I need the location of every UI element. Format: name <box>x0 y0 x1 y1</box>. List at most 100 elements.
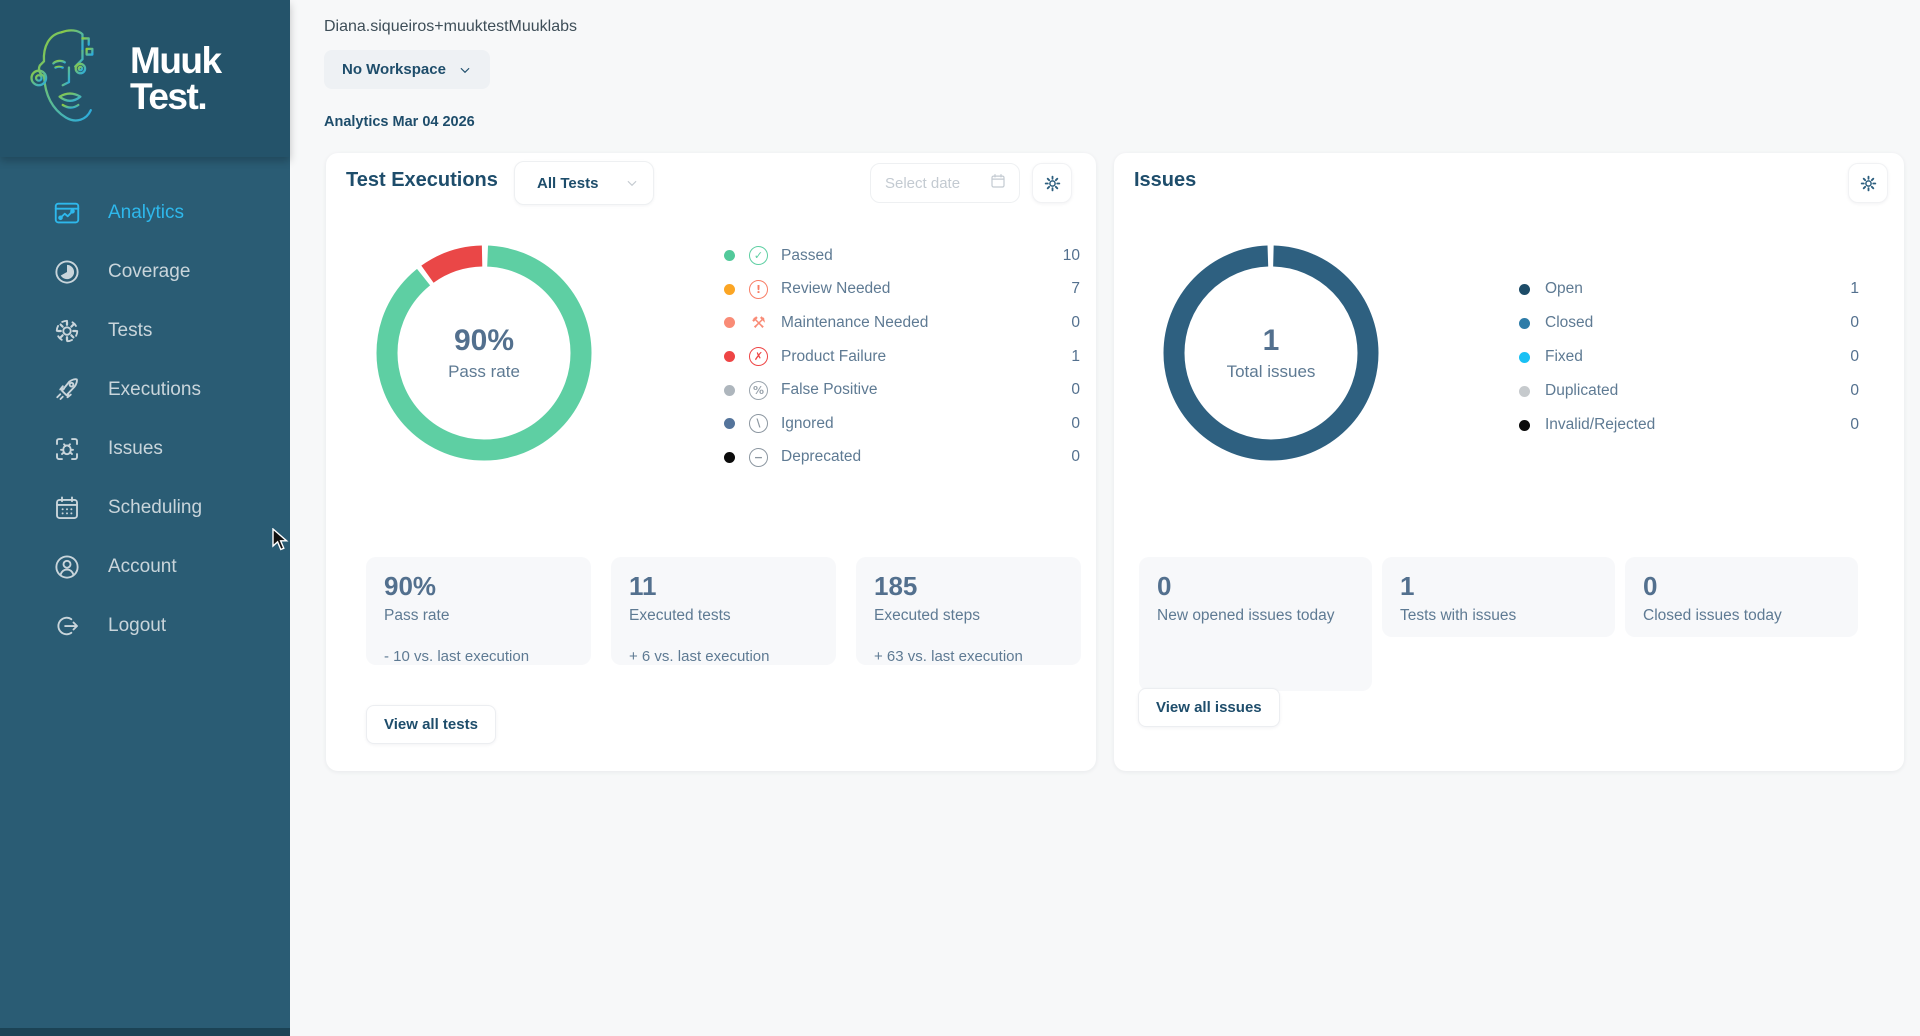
issues-settings-button[interactable] <box>1848 163 1888 203</box>
status-dot <box>724 351 735 363</box>
legend-item: Fixed 0 <box>1519 340 1859 374</box>
gear-icon <box>1860 175 1876 191</box>
stat-tests-with-issues: 1 Tests with issues <box>1382 557 1615 637</box>
test-executions-card: Test Executions All Tests <box>326 153 1096 771</box>
date-input[interactable] <box>885 174 989 192</box>
brand-logo[interactable]: Muuk Test. <box>0 0 290 157</box>
sidebar-nav: Analytics Coverage Tests Executions <box>0 157 290 655</box>
test-executions-settings-button[interactable] <box>1032 163 1072 203</box>
slash-circle-icon: ∖ <box>749 414 768 434</box>
view-all-tests-button[interactable]: View all tests <box>366 705 496 744</box>
bug-scan-icon <box>52 434 82 464</box>
status-dot <box>724 283 735 295</box>
sidebar-item-label: Issues <box>108 437 163 459</box>
minus-circle-icon: − <box>749 447 768 467</box>
issues-arc <box>1163 245 1379 461</box>
sidebar-item-coverage[interactable]: Coverage <box>0 242 290 301</box>
crossed-tools-icon: ⚒ <box>751 313 766 333</box>
stat-executed-tests: 11 Executed tests + 6 vs. last execution <box>611 557 836 665</box>
status-dot <box>1519 351 1530 363</box>
pass-rate-donut-chart: 90% Pass rate <box>374 243 594 463</box>
sidebar-item-executions[interactable]: Executions <box>0 360 290 419</box>
date-picker[interactable] <box>870 163 1020 203</box>
total-issues-label: Total issues <box>1226 362 1316 381</box>
gear-tests-icon <box>52 316 82 346</box>
rocket-icon <box>52 375 82 405</box>
x-circle-icon: ✗ <box>749 347 768 367</box>
sidebar-item-label: Executions <box>108 378 201 400</box>
legend-item: ✓ Passed 10 <box>724 239 1080 273</box>
person-icon <box>52 552 82 582</box>
status-dot <box>724 418 735 430</box>
chevron-down-icon <box>460 67 470 73</box>
tests-filter-value: All Tests <box>537 174 599 192</box>
check-circle-icon: ✓ <box>749 246 768 266</box>
status-dot <box>1519 317 1530 329</box>
chevron-down-icon <box>627 180 637 187</box>
sidebar-item-issues[interactable]: Issues <box>0 419 290 478</box>
card-title-issues: Issues <box>1134 169 1197 191</box>
sidebar-item-label: Coverage <box>108 260 191 282</box>
page-context: Analytics Mar 04 2026 <box>324 114 475 130</box>
pass-rate-label: Pass rate <box>448 362 520 381</box>
status-dot <box>1519 385 1530 397</box>
sidebar-item-label: Account <box>108 555 177 577</box>
sidebar-item-scheduling[interactable]: Scheduling <box>0 478 290 537</box>
status-dot <box>724 250 735 262</box>
sidebar-item-account[interactable]: Account <box>0 537 290 596</box>
alert-circle-icon: ! <box>749 279 768 299</box>
percent-circle-icon: % <box>749 380 768 400</box>
sidebar-item-analytics[interactable]: Analytics <box>0 183 290 242</box>
sidebar-bottom-strip <box>0 1028 290 1036</box>
legend-item: ∖ Ignored 0 <box>724 407 1080 441</box>
status-dot <box>1519 283 1530 295</box>
legend-item: Closed 0 <box>1519 306 1859 340</box>
legend-item: Duplicated 0 <box>1519 374 1859 408</box>
workspace-label: No Workspace <box>342 61 446 78</box>
total-issues-donut-chart: 1 Total issues <box>1161 243 1381 463</box>
legend-item: % False Positive 0 <box>724 373 1080 407</box>
status-dot <box>724 384 735 396</box>
status-dot <box>724 451 735 463</box>
pie-coverage-icon <box>52 257 82 287</box>
brand-face-icon <box>30 28 96 122</box>
stat-executed-steps: 185 Executed steps + 63 vs. last executi… <box>856 557 1081 665</box>
status-dot <box>1519 419 1530 431</box>
view-all-issues-button[interactable]: View all issues <box>1138 688 1280 727</box>
fail-gap-arc <box>376 245 592 461</box>
stat-pass-rate: 90% Pass rate - 10 vs. last execution <box>366 557 591 665</box>
logout-icon <box>52 611 82 641</box>
test-status-legend: ✓ Passed 10 ! Review Needed 7 ⚒ Maintena… <box>724 239 1080 474</box>
legend-item: ✗ Product Failure 1 <box>724 340 1080 374</box>
sidebar-item-label: Logout <box>108 614 167 636</box>
legend-item: − Deprecated 0 <box>724 441 1080 475</box>
legend-item: Open 1 <box>1519 272 1859 306</box>
workspace-selector[interactable]: No Workspace <box>324 50 490 89</box>
legend-item: Invalid/Rejected 0 <box>1519 408 1859 442</box>
sidebar-item-label: Tests <box>108 319 153 341</box>
sidebar-item-logout[interactable]: Logout <box>0 596 290 655</box>
sidebar-item-label: Analytics <box>108 201 185 223</box>
status-dot <box>724 317 735 329</box>
sidebar-item-label: Scheduling <box>108 496 203 518</box>
legend-item: ⚒ Maintenance Needed 0 <box>724 306 1080 340</box>
pass-rate-value: 90% <box>453 324 515 357</box>
legend-item: ! Review Needed 7 <box>724 273 1080 307</box>
brand-wordmark: Muuk Test. <box>130 40 222 117</box>
main-content: Diana.siqueiros+muuktestMuuklabs No Work… <box>290 0 1920 1036</box>
calendar-icon <box>989 172 1007 195</box>
sidebar: Muuk Test. Analytics Coverage <box>0 0 290 1036</box>
gear-icon <box>1044 175 1060 191</box>
user-email: Diana.siqueiros+muuktestMuuklabs <box>324 18 578 35</box>
analytics-chart-icon <box>52 198 82 228</box>
sidebar-item-tests[interactable]: Tests <box>0 301 290 360</box>
stat-new-opened-issues: 0 New opened issues today <box>1139 557 1372 691</box>
issues-status-legend: Open 1 Closed 0 Fixed 0 Duplicated 0 <box>1519 272 1859 442</box>
card-title-test-executions: Test Executions <box>346 169 498 191</box>
calendar-icon <box>52 493 82 523</box>
tests-filter-select[interactable]: All Tests <box>514 161 654 205</box>
mouse-cursor <box>272 528 289 551</box>
stat-closed-issues-today: 0 Closed issues today <box>1625 557 1858 637</box>
total-issues-value: 1 <box>1262 324 1280 357</box>
